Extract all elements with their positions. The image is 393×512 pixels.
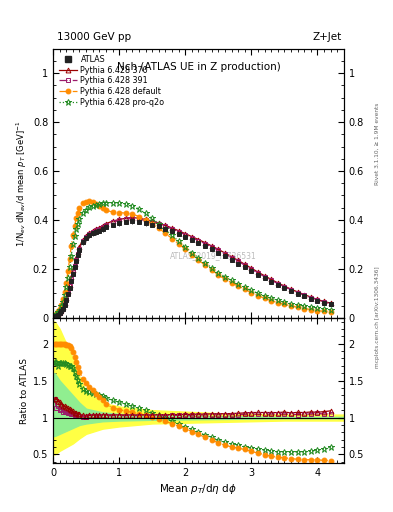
Text: Nch (ATLAS UE in Z production): Nch (ATLAS UE in Z production) bbox=[117, 62, 280, 72]
Legend: ATLAS, Pythia 6.428 370, Pythia 6.428 391, Pythia 6.428 default, Pythia 6.428 pr: ATLAS, Pythia 6.428 370, Pythia 6.428 39… bbox=[57, 53, 167, 109]
Text: Rivet 3.1.10, ≥ 1.9M events: Rivet 3.1.10, ≥ 1.9M events bbox=[375, 102, 380, 184]
Y-axis label: Ratio to ATLAS: Ratio to ATLAS bbox=[20, 357, 29, 423]
Y-axis label: 1/N$_{ev}$ dN$_{ev}$/d mean $p_T$ [GeV]$^{-1}$: 1/N$_{ev}$ dN$_{ev}$/d mean $p_T$ [GeV]$… bbox=[14, 120, 29, 246]
Text: Z+Jet: Z+Jet bbox=[313, 32, 342, 42]
Text: ATLAS_2019_I1736531: ATLAS_2019_I1736531 bbox=[170, 251, 256, 261]
Text: 13000 GeV pp: 13000 GeV pp bbox=[57, 32, 131, 42]
Text: mcplots.cern.ch [arXiv:1306.3436]: mcplots.cern.ch [arXiv:1306.3436] bbox=[375, 267, 380, 368]
X-axis label: Mean $p_T$/d$\eta$ d$\phi$: Mean $p_T$/d$\eta$ d$\phi$ bbox=[160, 482, 237, 497]
